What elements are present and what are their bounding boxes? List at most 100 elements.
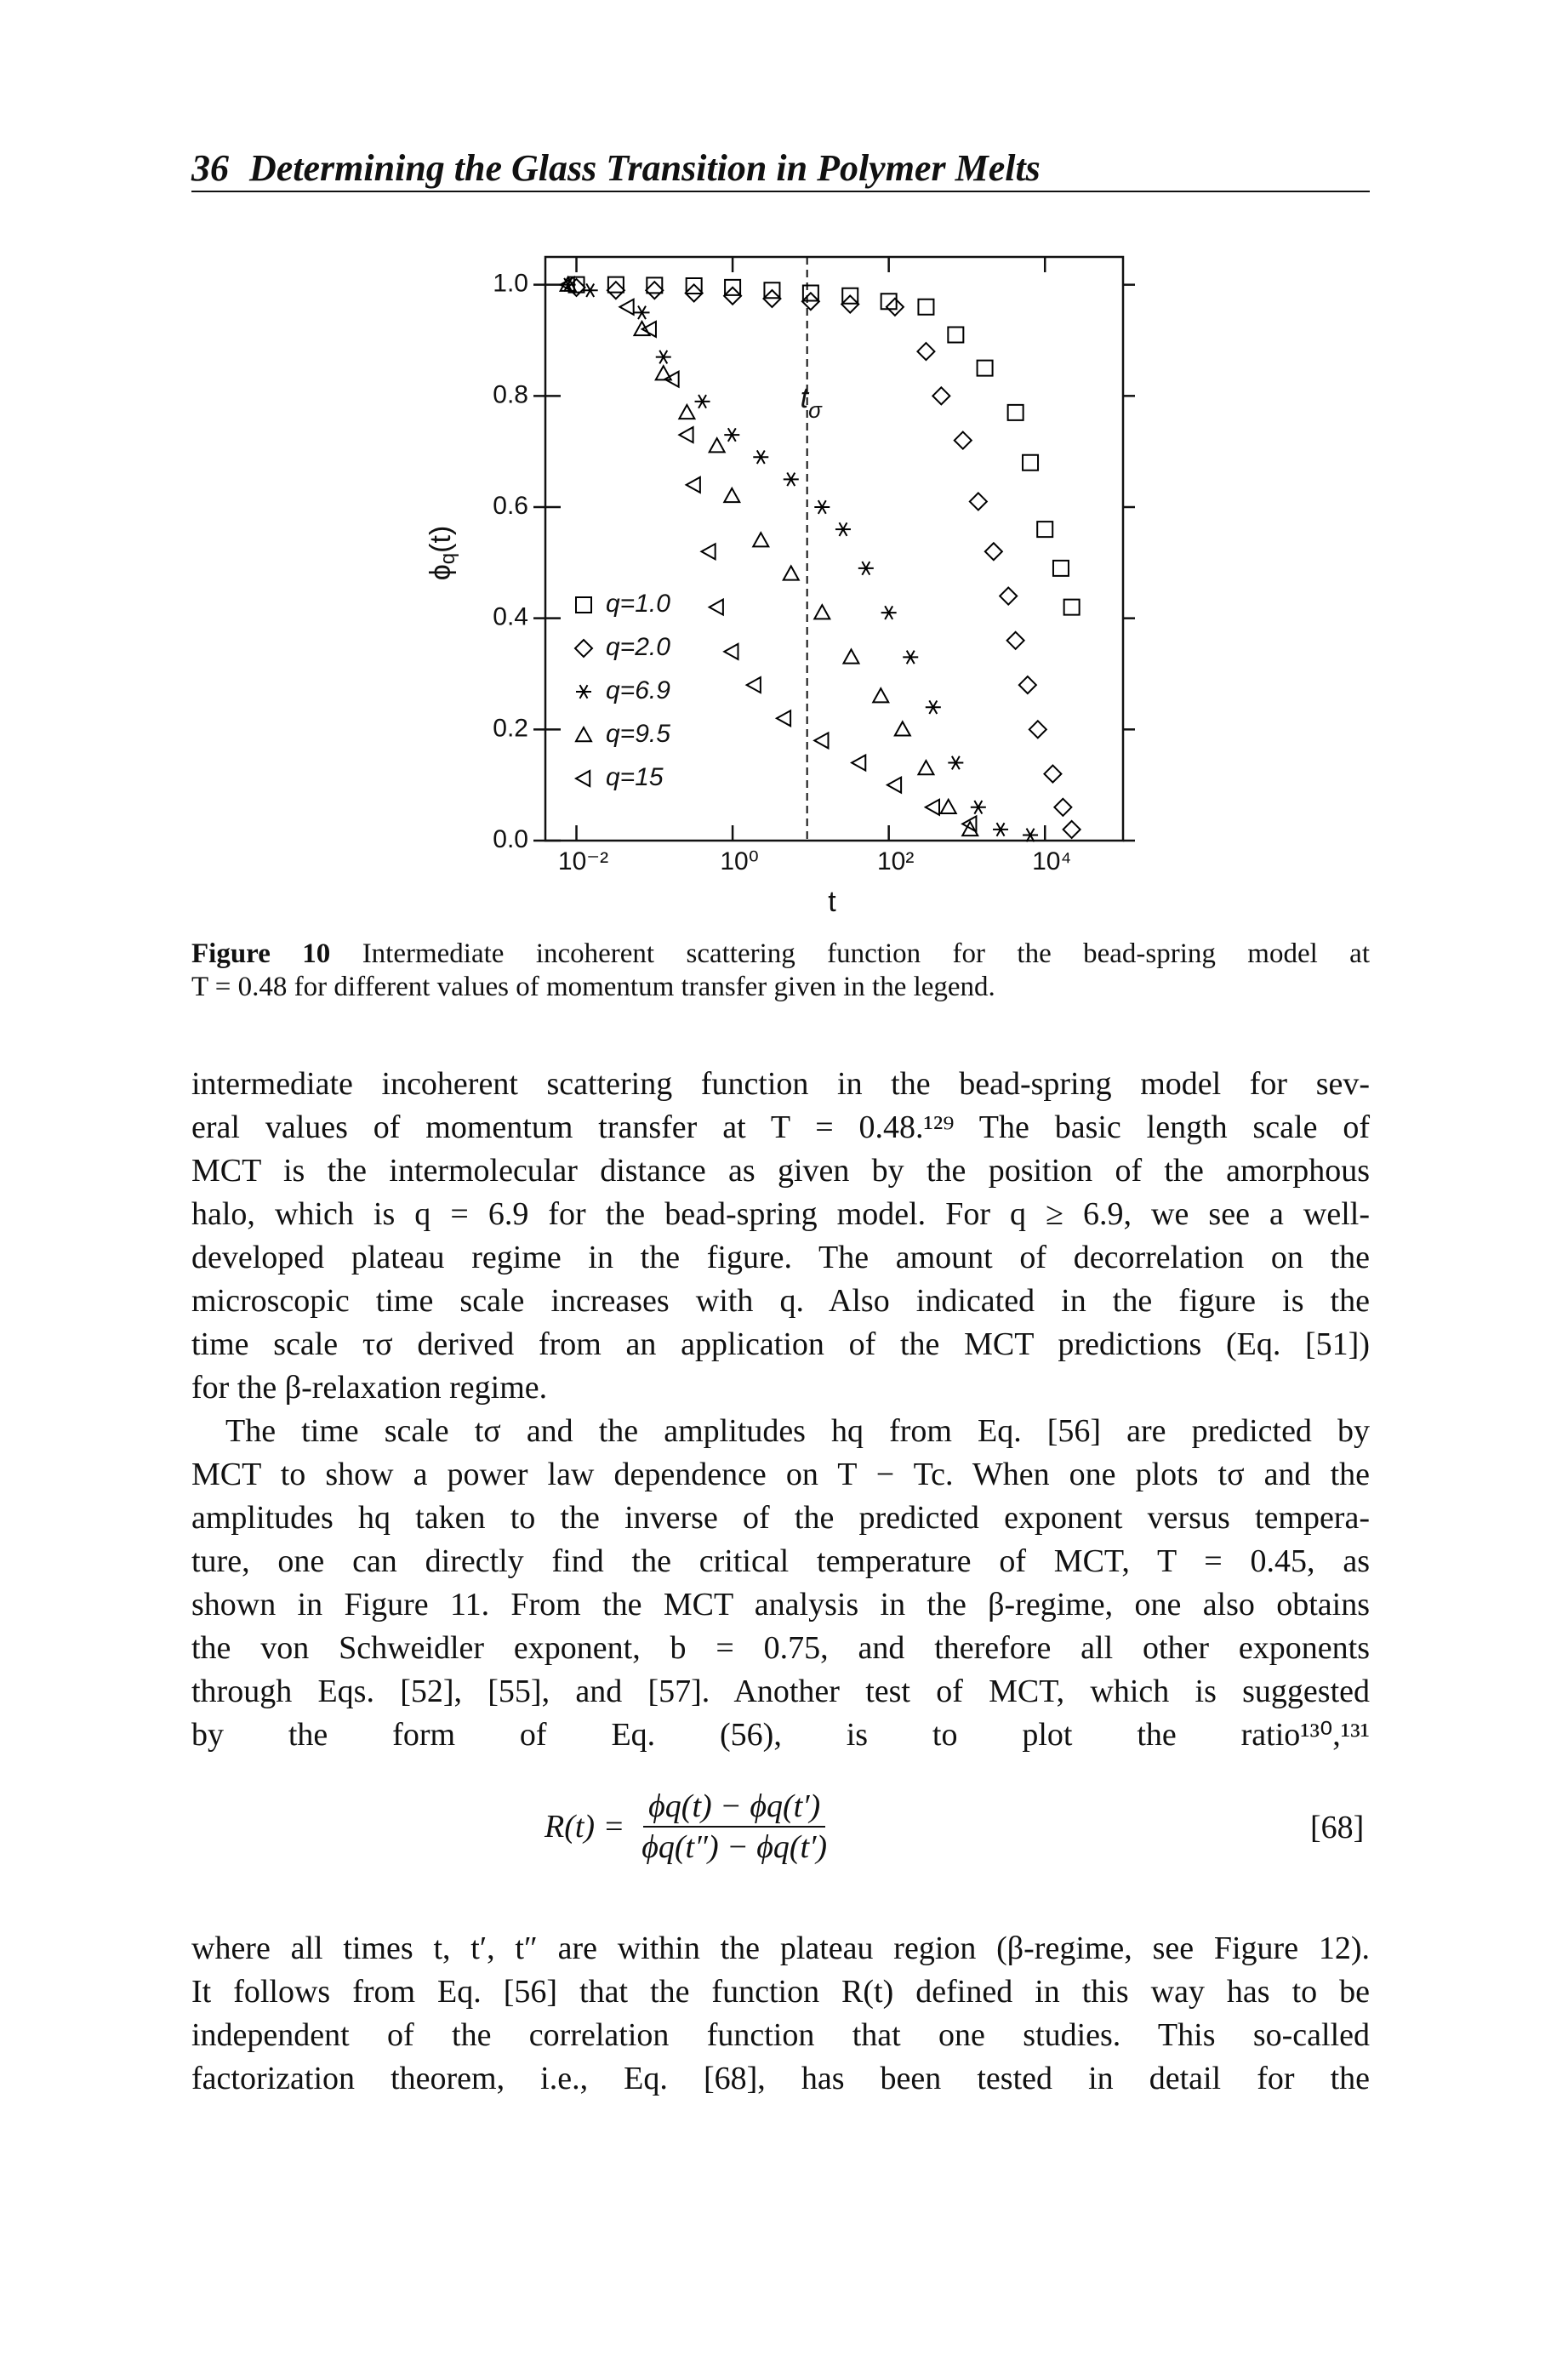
text-line: shown in Figure 11. From the MCT analysi…: [191, 1587, 1370, 1622]
text-line: MCT is the intermolecular distance as gi…: [191, 1153, 1370, 1189]
data-point: [903, 650, 919, 664]
data-point: [801, 291, 821, 311]
x-axis-label: t: [828, 886, 836, 918]
data-point: [841, 647, 861, 664]
x-tick-label: 10⁻²: [558, 847, 608, 875]
data-point: [885, 297, 905, 317]
paragraph: The time scale tσ and the amplitudes hq …: [191, 1410, 1370, 1757]
data-point: [917, 298, 935, 316]
data-point: [655, 350, 671, 364]
annotation-label: t: [801, 382, 810, 414]
data-point: [953, 431, 973, 451]
y-axis-label: ϕq(t): [425, 526, 459, 581]
data-point: [783, 472, 799, 487]
data-point: [968, 492, 989, 511]
data-point: [782, 564, 801, 581]
text-line: eral values of momentum transfer at T = …: [191, 1109, 1370, 1145]
data-point: [694, 394, 710, 409]
text-line: through Eqs. [52], [55], and [57]. Anoth…: [191, 1674, 1370, 1709]
data-point: [925, 699, 941, 715]
x-tick-label: 10⁰: [720, 847, 758, 875]
data-point: [1062, 819, 1082, 840]
data-point: [1036, 521, 1054, 539]
data-point: [813, 603, 831, 620]
text-line: halo, which is q = 6.9 for the bead-spri…: [191, 1196, 1370, 1232]
text-line: time scale τσ derived from an applicatio…: [191, 1326, 1370, 1362]
data-point: [850, 753, 867, 773]
data-point: [948, 756, 964, 770]
caption-label: Figure 10: [191, 938, 331, 969]
text-line: by the form of Eq. (56), is to plot the …: [191, 1717, 1370, 1753]
data-point: [923, 798, 940, 817]
text-line: ture, one can directly find the critical…: [191, 1543, 1370, 1579]
y-label-subscript: q: [436, 553, 459, 564]
legend-marker: [574, 725, 593, 743]
body-text: where all times t, t′, t″ are within the…: [191, 1927, 1370, 2101]
data-point: [644, 280, 664, 300]
text-line: MCT to show a power law dependence on T …: [191, 1457, 1370, 1492]
plot-frame: [544, 255, 1125, 842]
data-point: [881, 605, 897, 620]
y-tick-label: 0.4: [493, 603, 528, 631]
legend-label: q=1.0: [606, 590, 670, 618]
data-point: [640, 320, 657, 339]
data-point: [885, 775, 903, 795]
data-point: [707, 436, 727, 453]
chart: t ϕq(t) 10⁻² 10⁰ 10² 10⁴ 0.0 0.2 0.4 0.6 0.8 1.0 t…: [425, 255, 1135, 918]
y-label-symbol: ϕ: [425, 564, 457, 580]
data-point: [677, 402, 697, 420]
data-point: [931, 385, 951, 406]
caption-line: T = 0.48 for different values of momentu…: [191, 971, 1370, 1004]
data-point: [722, 486, 741, 504]
running-header: 36 Determining the Glass Transition in Po…: [191, 146, 1370, 192]
equation-lhs: R(t) =: [545, 1809, 625, 1845]
paragraph: where all times t, t′, t″ are within the…: [191, 1927, 1370, 2101]
data-point: [724, 427, 740, 442]
data-point: [1028, 719, 1048, 739]
data-point: [632, 319, 652, 337]
data-point: [871, 687, 890, 704]
denominator: ϕq(t″) − ϕq(t′): [641, 1829, 828, 1865]
text-line: where all times t, t′, t″ are within the…: [191, 1930, 1370, 1966]
data-point: [916, 759, 936, 776]
data-point: [976, 359, 994, 377]
data-point: [634, 305, 650, 320]
data-point: [813, 731, 830, 750]
text-line: It follows from Eq. [56] that the functi…: [191, 1974, 1370, 2010]
numerator: ϕq(t) − ϕq(t′): [643, 1787, 826, 1828]
data-point: [947, 326, 965, 344]
annotation-subscript: σ: [808, 397, 823, 423]
text-line: factorization theorem, i.e., Eq. [68], h…: [191, 2061, 1370, 2096]
data-point: [558, 275, 575, 294]
fraction: ϕq(t) − ϕq(t′) ϕq(t″) − ϕq(t′): [636, 1787, 832, 1867]
data-point: [939, 797, 958, 814]
data-point: [558, 275, 578, 292]
data-point: [840, 294, 860, 314]
page-number: 36: [191, 147, 229, 189]
data-point: [1043, 764, 1063, 784]
legend-marker: [576, 684, 591, 699]
data-point: [774, 709, 792, 727]
body-text: intermediate incoherent scattering funct…: [191, 1063, 1370, 1757]
annotation: tσ: [801, 382, 823, 423]
data-point: [961, 819, 979, 837]
text-line: the von Schweidler exponent, b = 0.75, a…: [191, 1630, 1370, 1666]
data-point: [606, 280, 626, 300]
data-point: [984, 541, 1004, 562]
data-point: [1018, 675, 1038, 695]
text-line: The time scale tσ and the amplitudes hq …: [225, 1413, 1370, 1449]
data-point: [654, 364, 673, 381]
data-point: [993, 822, 1009, 837]
data-point: [1063, 598, 1080, 616]
equation: R(t) = ϕq(t) − ϕq(t′) ϕq(t″) − ϕq(t′): [545, 1787, 832, 1867]
legend-label: q=2.0: [606, 633, 670, 661]
text-line: microscopic time scale increases with q.…: [191, 1283, 1370, 1319]
data-point: [814, 499, 830, 515]
data-point: [685, 277, 703, 294]
data-point: [1022, 453, 1040, 471]
data-point: [744, 676, 761, 694]
text-line: developed plateau regime in the figure. …: [191, 1240, 1370, 1275]
data-point: [722, 286, 743, 306]
data-point: [684, 476, 701, 494]
